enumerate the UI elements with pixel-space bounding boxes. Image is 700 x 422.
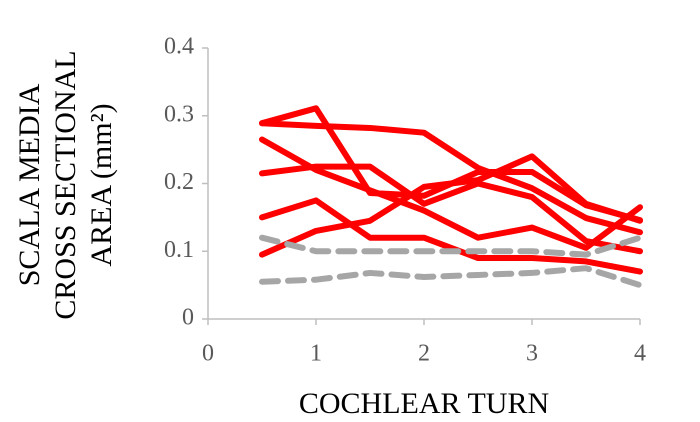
data-line bbox=[259, 136, 643, 251]
data-line bbox=[259, 234, 643, 258]
y-axis-label: CROSS SECTIONAL bbox=[49, 50, 82, 319]
x-axis-label: COCHLEAR TURN bbox=[299, 387, 549, 420]
y-tick-label: 0.3 bbox=[164, 101, 194, 127]
y-tick-label: 0.1 bbox=[164, 237, 194, 263]
x-tick-label: 4 bbox=[634, 341, 646, 367]
y-axis-label: SCALA MEDIA bbox=[13, 83, 46, 286]
data-line bbox=[259, 197, 643, 275]
x-tick-label: 2 bbox=[418, 341, 430, 367]
y-tick-label: 0.2 bbox=[164, 169, 194, 195]
data-line bbox=[259, 120, 643, 236]
data-line bbox=[259, 265, 643, 289]
y-axis-label: AREA (mm²) bbox=[85, 103, 118, 266]
x-tick-label: 1 bbox=[310, 341, 322, 367]
data-line bbox=[259, 153, 643, 258]
x-tick-label: 0 bbox=[202, 341, 214, 367]
data-line bbox=[259, 163, 643, 255]
y-tick-label: 0 bbox=[182, 305, 194, 331]
x-tick-label: 3 bbox=[526, 341, 538, 367]
y-tick-label: 0.4 bbox=[164, 34, 194, 60]
